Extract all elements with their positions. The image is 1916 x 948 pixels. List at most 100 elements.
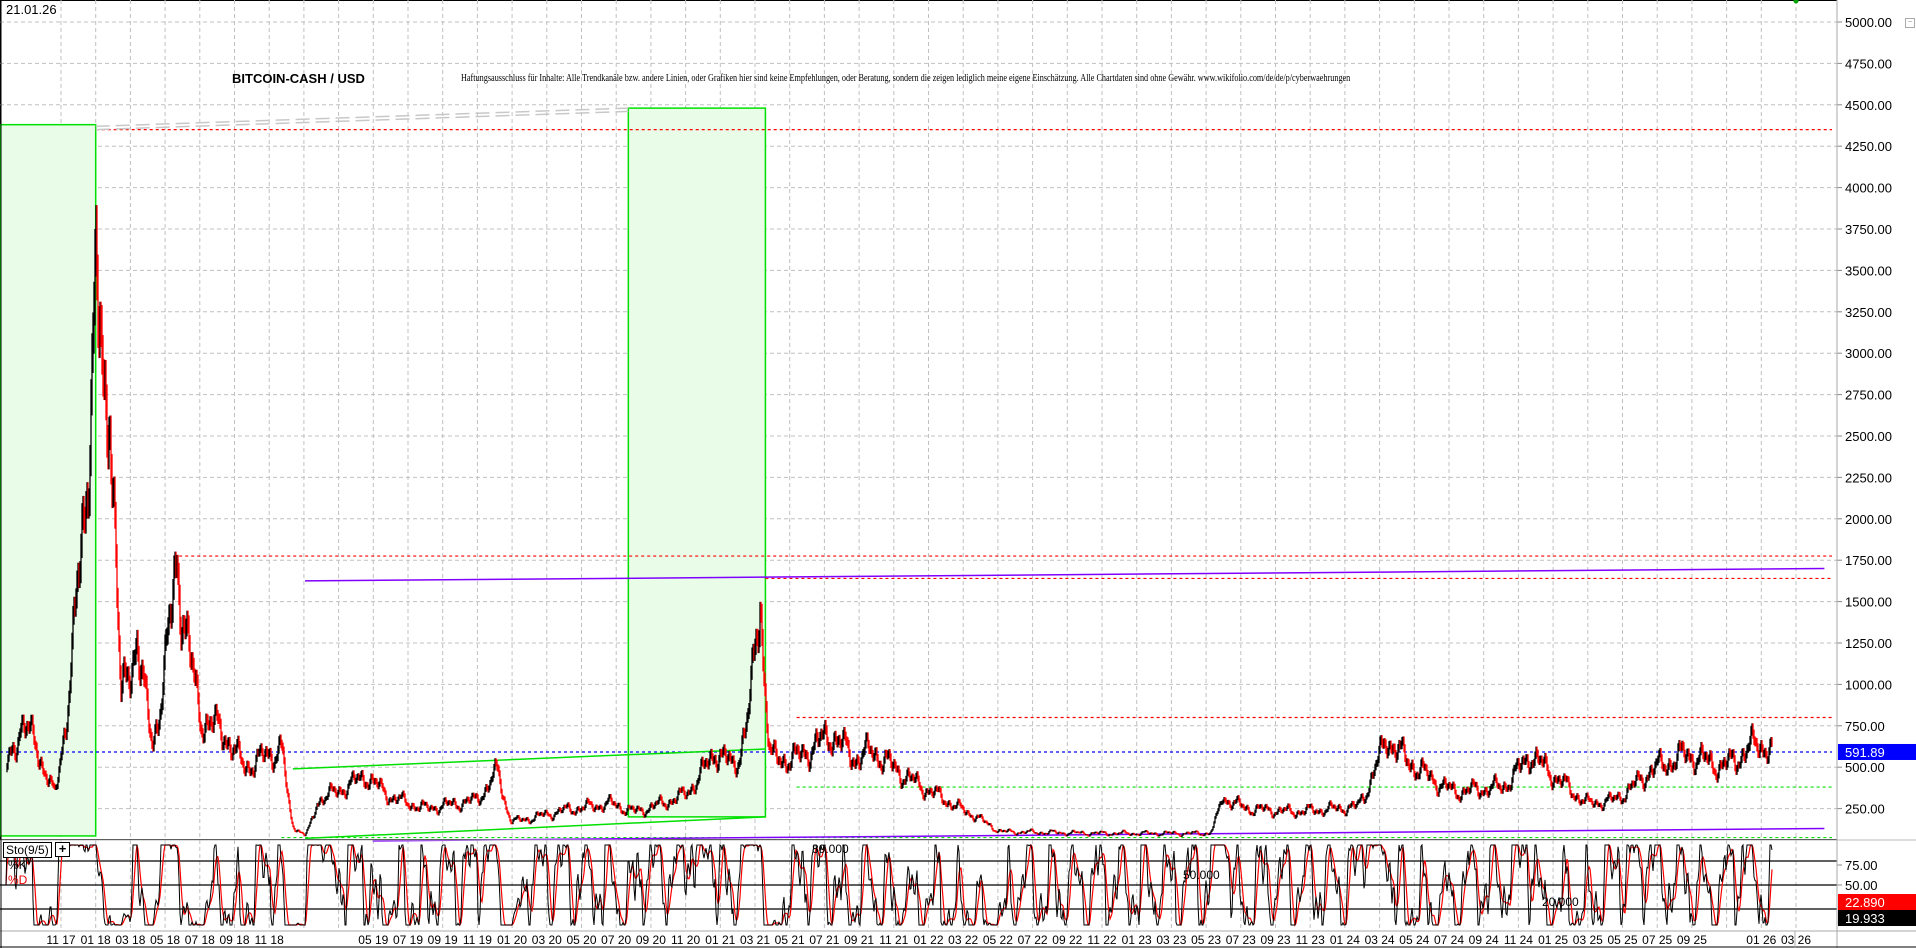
x-tick-label: 05 21 (775, 933, 805, 947)
stoch-y-tick-label: 50.00 (1845, 878, 1878, 893)
x-tick-label: 09 21 (844, 933, 874, 947)
x-tick-label: 03 21 (740, 933, 770, 947)
x-tick-label: 03 26 (1781, 933, 1811, 947)
x-tick-label: 03 23 (1156, 933, 1186, 947)
stoch-level-label: 80.000 (812, 842, 849, 856)
y-tick-label: 2500.00 (1845, 429, 1892, 444)
disclaimer-text: Haftungsausschluss für Inhalte: Alle Tre… (461, 73, 1351, 84)
y-tick-label: 4250.00 (1845, 139, 1892, 154)
main-pane-frame (0, 0, 1838, 840)
x-tick-label: 07 18 (185, 933, 215, 947)
x-tick-label: 07 24 (1434, 933, 1464, 947)
x-tick-label: 09 24 (1469, 933, 1499, 947)
stoch-d-value-bg (1838, 894, 1916, 910)
x-tick-label: 05 25 (1607, 933, 1637, 947)
x-tick-label: 01 23 (1122, 933, 1152, 947)
x-tick-label: 11 17 (46, 933, 75, 947)
y-tick-label: 3250.00 (1845, 305, 1892, 320)
indicator-label[interactable]: Sto(9/5) (3, 842, 52, 858)
x-tick-label: 07 22 (1018, 933, 1048, 947)
y-tick-label: 3750.00 (1845, 222, 1892, 237)
x-tick-label: 11 21 (879, 933, 908, 947)
x-tick-label: 01 21 (705, 933, 735, 947)
highlight-zone (627, 107, 767, 818)
y-tick-label: 2750.00 (1845, 388, 1892, 403)
y-tick-label: 3500.00 (1845, 263, 1892, 278)
x-tick-label: 03 20 (532, 933, 562, 947)
d-legend: %D (8, 873, 28, 887)
y-tick-label: 5000.00 (1845, 15, 1892, 30)
stoch-k-value: 19.933 (1845, 911, 1885, 926)
x-tick-label: 03 25 (1573, 933, 1603, 947)
y-tick-label: 4000.00 (1845, 181, 1892, 196)
y-tick-label: 750.00 (1845, 719, 1885, 734)
y-tick-label: 1000.00 (1845, 677, 1892, 692)
stoch-series (5, 843, 1773, 927)
highlight-zone (0, 123, 97, 837)
stoch-k-line (5, 843, 1773, 927)
k-legend: %K (8, 858, 27, 872)
trend-line (95, 110, 629, 131)
x-tick-label: 01 25 (1538, 933, 1568, 947)
x-tick-label: 05 24 (1399, 933, 1429, 947)
chart-date: 21.01.26 (6, 2, 57, 17)
x-tick-label: 09 18 (219, 933, 249, 947)
x-tick-label: 11 18 (255, 933, 284, 947)
x-tick-label: 05 22 (983, 933, 1013, 947)
stoch-y-tick-label: 75.00 (1845, 858, 1878, 873)
x-tick-label: 09 20 (636, 933, 666, 947)
plus-icon[interactable]: + (55, 842, 70, 857)
x-tick-label: 05 18 (150, 933, 180, 947)
x-tick-label: 01 26 (1746, 933, 1776, 947)
trend-line (305, 567, 1825, 582)
x-tick-label: 07 23 (1226, 933, 1256, 947)
x-tick-label: 03 24 (1365, 933, 1395, 947)
y-tick-label: 2250.00 (1845, 470, 1892, 485)
stoch-level-label: 20.000 (1542, 895, 1579, 909)
y-tick-label: 3000.00 (1845, 346, 1892, 361)
y-tick-label: 4500.00 (1845, 98, 1892, 113)
y-tick-label: 4750.00 (1845, 56, 1892, 71)
x-tick-label: 05 20 (566, 933, 596, 947)
x-tick-label: 07 19 (393, 933, 423, 947)
x-tick-label: 07 20 (601, 933, 631, 947)
x-tick-label: 01 22 (913, 933, 943, 947)
x-tick-label: 11 20 (671, 933, 700, 947)
trend-line (292, 748, 766, 770)
x-tick-label: 11 23 (1296, 933, 1325, 947)
price-series (6, 205, 1773, 837)
chart-title: BITCOIN-CASH / USD (232, 71, 365, 86)
trend-line (372, 827, 1825, 842)
x-tick-label: 05 19 (358, 933, 388, 947)
x-tick-label: 01 20 (497, 933, 527, 947)
stoch-d-value: 22.890 (1845, 895, 1885, 910)
x-tick-label: 01 18 (81, 933, 111, 947)
x-tick-label: 11 19 (463, 933, 492, 947)
x-tick-label: 05 23 (1191, 933, 1221, 947)
x-tick-label: 11 22 (1087, 933, 1116, 947)
y-tick-label: 1500.00 (1845, 595, 1892, 610)
stoch-k-value-bg (1838, 910, 1916, 926)
x-tick-label: 09 23 (1260, 933, 1290, 947)
x-tick-label: 03 22 (948, 933, 978, 947)
x-tick-label: 07 25 (1642, 933, 1672, 947)
y-tick-label: 1750.00 (1845, 553, 1892, 568)
y-tick-label: 500.00 (1845, 760, 1885, 775)
x-tick-label: 09 25 (1677, 933, 1707, 947)
x-tick-label: 01 24 (1330, 933, 1360, 947)
x-tick-label: 11 24 (1504, 933, 1533, 947)
stoch-level-label: 50.000 (1183, 868, 1220, 882)
last-price-label-bg (1838, 743, 1916, 760)
marker-icon (1793, 0, 1799, 4)
y-tick-label: 1250.00 (1845, 636, 1892, 651)
x-tick-label: 03 18 (115, 933, 145, 947)
y-tick-label: 250.00 (1845, 802, 1885, 817)
trend-line (305, 816, 766, 840)
x-tick-label: 07 21 (809, 933, 839, 947)
collapse-icon[interactable]: − (1905, 18, 1915, 28)
last-price-label: 591.89 (1845, 745, 1885, 760)
y-tick-label: 2000.00 (1845, 512, 1892, 527)
x-tick-label: 09 19 (428, 933, 458, 947)
x-tick-label: 09 22 (1052, 933, 1082, 947)
